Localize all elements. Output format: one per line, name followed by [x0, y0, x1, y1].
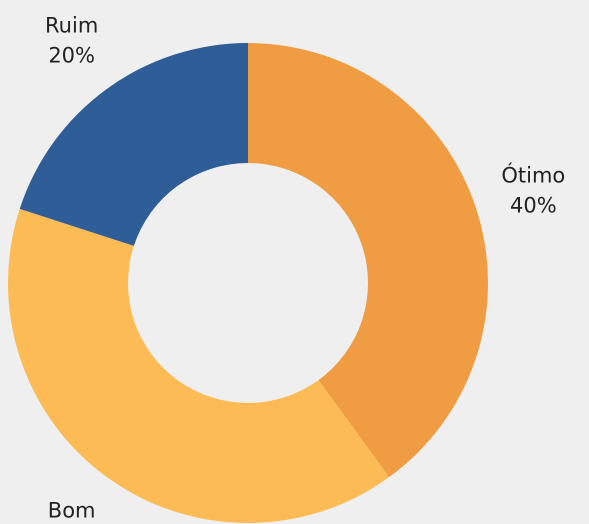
slice-label: Bom — [48, 499, 96, 523]
slice-label: Ótimo — [501, 162, 565, 187]
donut-slice — [7, 208, 390, 524]
slice-value-label: 20% — [48, 43, 95, 67]
slice-label: Ruim — [45, 13, 98, 37]
donut-slice — [19, 43, 249, 246]
donut-slice — [248, 43, 489, 478]
slice-value-label: 40% — [510, 193, 557, 217]
